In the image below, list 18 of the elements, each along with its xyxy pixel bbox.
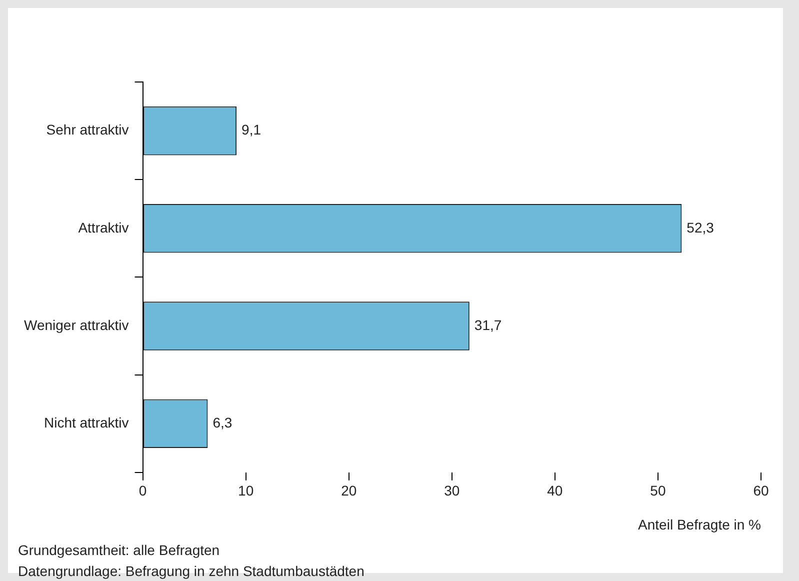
y-tick-label: Nicht attraktiv bbox=[44, 414, 129, 430]
data-label: 52,3 bbox=[686, 219, 714, 236]
x-tick-label: 20 bbox=[341, 482, 357, 499]
text: Grundgesamtheit: alle Befragten bbox=[18, 541, 221, 560]
data-label: 6,3 bbox=[212, 414, 232, 430]
y-tick-label: Sehr attraktiv bbox=[46, 122, 129, 138]
text: Datengrundlage: Befragung in zehn Stadtumbaustädten bbox=[18, 562, 364, 581]
x-tick-label: 40 bbox=[547, 482, 563, 499]
y-tick-label: Weniger attraktiv bbox=[24, 316, 129, 333]
x-axis-title: Anteil Befragte in % bbox=[638, 516, 761, 532]
x-tick-label: 0 bbox=[138, 482, 147, 499]
x-tick-label: 10 bbox=[238, 482, 254, 499]
y-tick-label: Attraktiv bbox=[78, 219, 129, 236]
x-tick-label: 60 bbox=[753, 482, 769, 499]
data-label: 31,7 bbox=[474, 316, 502, 333]
data-label: 9,1 bbox=[242, 122, 262, 138]
x-tick-label: 50 bbox=[650, 482, 666, 499]
x-tick-label: 30 bbox=[444, 482, 460, 499]
